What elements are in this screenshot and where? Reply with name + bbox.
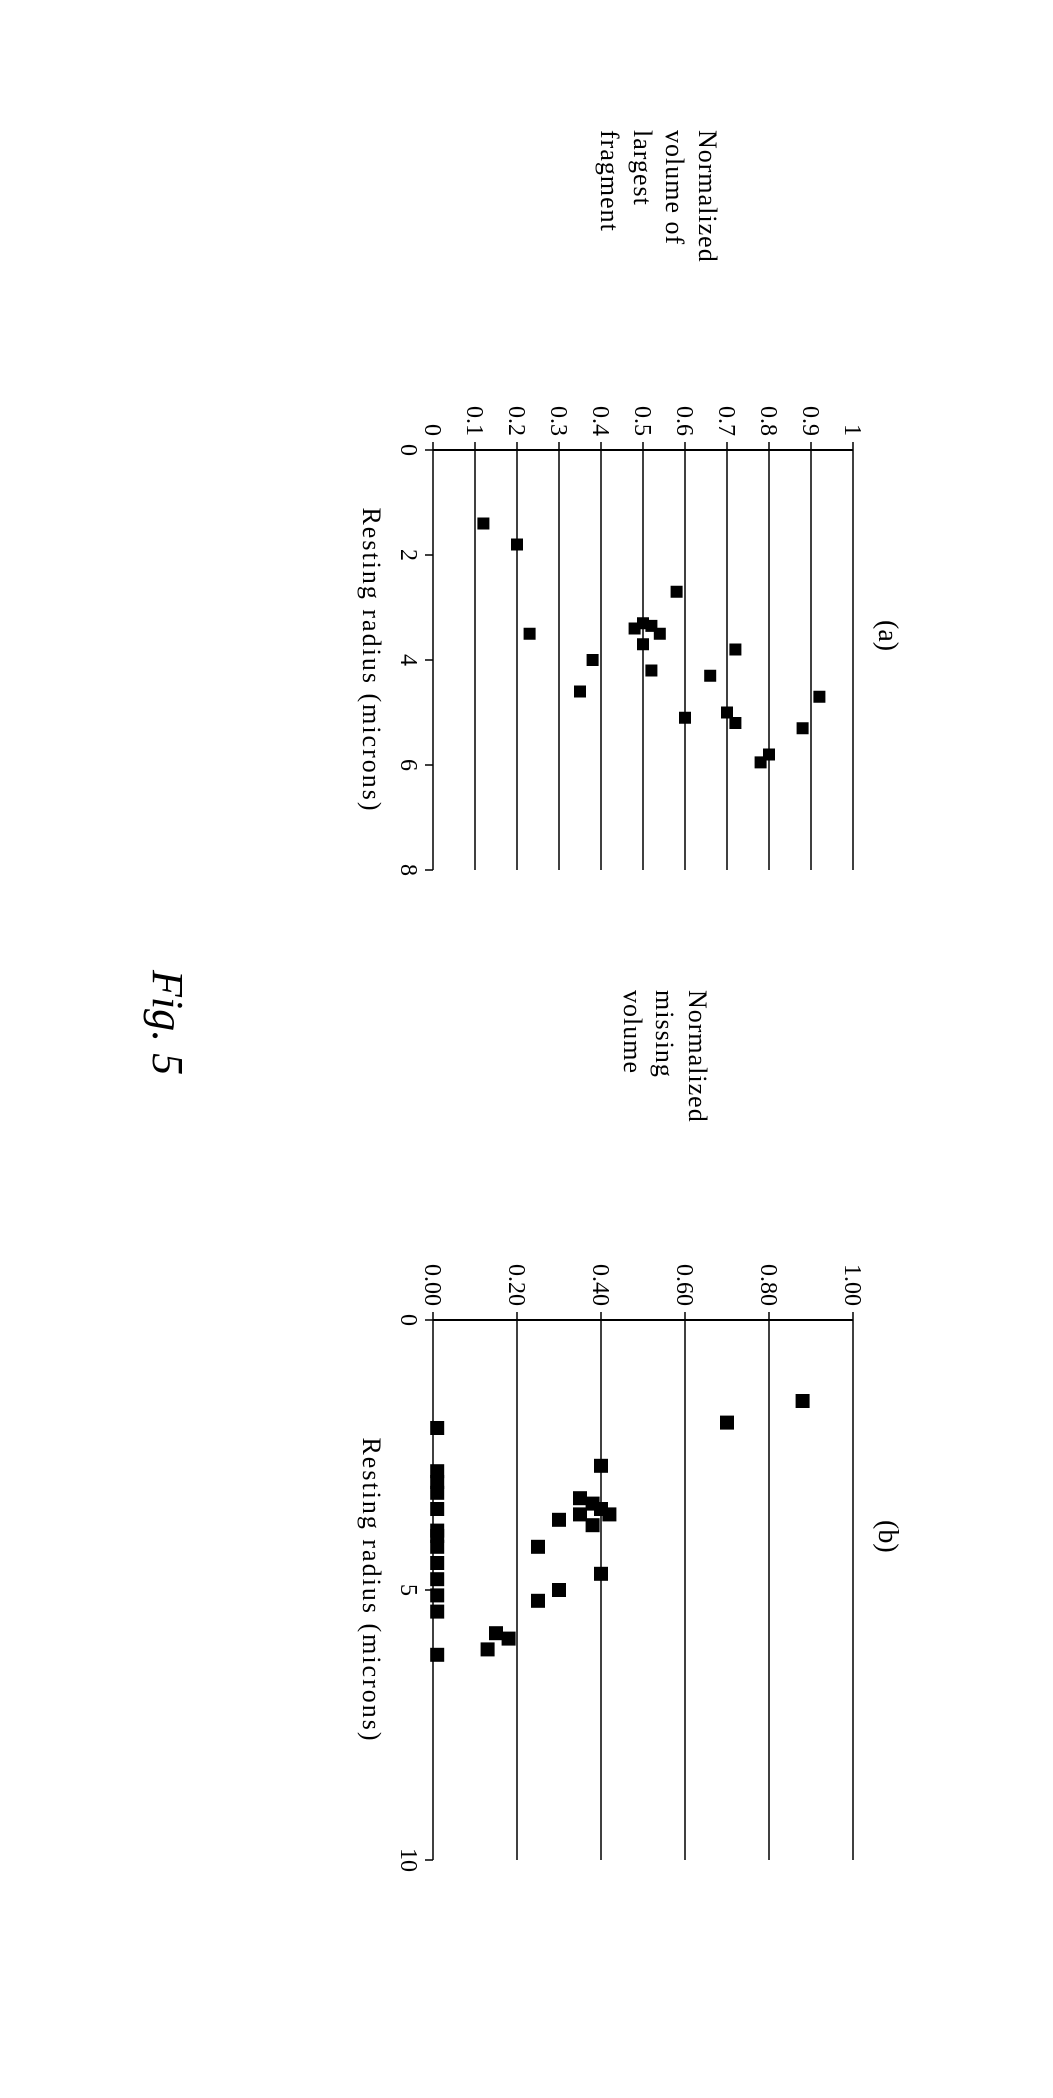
svg-text:0.8: 0.8 (755, 406, 781, 436)
ylabel-line: volume of (658, 130, 691, 263)
panel-b-chart: 0 5 10 0.00 0.20 0.40 0.60 0.80 1.00 Resting radi… (313, 1210, 873, 1910)
panel-a-ylabel: Normalized volume of largest fragment (593, 130, 723, 263)
svg-text:0: 0 (419, 424, 445, 436)
svg-text:0.9: 0.9 (797, 406, 823, 436)
svg-text:6: 6 (395, 759, 421, 771)
ylabel-line: missing (648, 990, 681, 1123)
svg-text:0.00: 0.00 (419, 1264, 445, 1306)
svg-text:8: 8 (395, 864, 421, 876)
panel-b-label: (b) (871, 1520, 903, 1553)
svg-text:0.20: 0.20 (503, 1264, 529, 1306)
ylabel-line: Normalized (691, 130, 724, 263)
svg-text:0.80: 0.80 (755, 1264, 781, 1306)
figure-caption: Fig. 5 (142, 970, 193, 1075)
svg-text:0.40: 0.40 (587, 1264, 613, 1306)
svg-text:0.2: 0.2 (503, 406, 529, 436)
svg-text:0.3: 0.3 (545, 406, 571, 436)
svg-text:0.5: 0.5 (629, 406, 655, 436)
ylabel-line: largest (626, 130, 659, 263)
svg-text:1: 1 (839, 424, 865, 436)
panel-b-ylabel: Normalized missing volume (616, 990, 714, 1123)
ylabel-line: volume (616, 990, 649, 1123)
svg-text:0.6: 0.6 (671, 406, 697, 436)
svg-text:Resting radius (microns): Resting radius (microns) (357, 1437, 386, 1742)
svg-text:Resting radius (microns): Resting radius (microns) (357, 507, 386, 812)
svg-text:0: 0 (395, 1314, 421, 1326)
svg-text:0.60: 0.60 (671, 1264, 697, 1306)
svg-text:2: 2 (395, 549, 421, 561)
svg-text:0.4: 0.4 (587, 406, 613, 436)
svg-text:5: 5 (395, 1584, 421, 1596)
svg-text:0.1: 0.1 (461, 406, 487, 436)
svg-text:10: 10 (395, 1848, 421, 1872)
svg-text:0: 0 (395, 444, 421, 456)
svg-text:1.00: 1.00 (839, 1264, 865, 1306)
panel-a-chart: 0 2 4 6 8 0 0.1 0.2 0.3 0.4 0.5 0.6 0.7 0.8 0.9 1 Restin… (313, 360, 873, 920)
panel-a-label: (a) (871, 620, 903, 651)
svg-text:4: 4 (395, 654, 421, 666)
ylabel-line: fragment (593, 130, 626, 263)
svg-text:0.7: 0.7 (713, 406, 739, 436)
ylabel-line: Normalized (681, 990, 714, 1123)
